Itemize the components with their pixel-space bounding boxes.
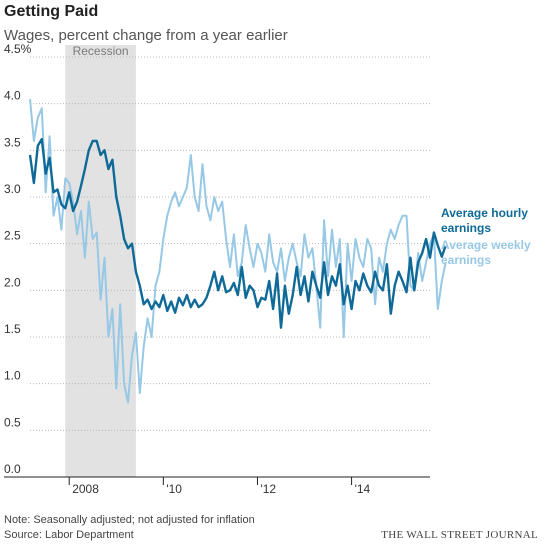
y-tick-label: 3.5 bbox=[4, 135, 21, 149]
recession-label: Recession bbox=[73, 44, 129, 58]
y-tick-label: 1.5 bbox=[4, 322, 21, 336]
y-tick-label: 0.5 bbox=[4, 415, 21, 429]
y-tick-label: 4.0 bbox=[4, 89, 21, 103]
y-tick-label: 4.5% bbox=[4, 42, 32, 56]
y-tick-label: 2.5 bbox=[4, 229, 21, 243]
legend-hourly: Average hourly earnings bbox=[441, 206, 528, 235]
y-tick-label: 3.0 bbox=[4, 182, 21, 196]
footer-note: Note: Seasonally adjusted; not adjusted … bbox=[4, 514, 255, 526]
chart-subtitle: Wages, percent change from a year earlie… bbox=[4, 27, 288, 44]
y-tick-label: 1.0 bbox=[4, 369, 21, 383]
chart-title: Getting Paid bbox=[4, 3, 99, 20]
publisher-brand: THE WALL STREET JOURNAL bbox=[381, 529, 538, 541]
legend-weekly: Average weekly earnings bbox=[441, 238, 531, 267]
x-tick-label: 2008 bbox=[72, 482, 99, 496]
series-line-weekly bbox=[29, 98, 447, 404]
series-line-hourly bbox=[28, 137, 447, 329]
y-tick-label: 2.0 bbox=[4, 275, 21, 289]
recession-band bbox=[65, 45, 136, 477]
x-tick-label: '14 bbox=[355, 482, 371, 496]
x-tick-label: '10 bbox=[166, 482, 182, 496]
y-tick-label: 0.0 bbox=[4, 462, 21, 476]
footer-source: Source: Labor Department bbox=[4, 529, 134, 541]
x-tick-label: '12 bbox=[260, 482, 276, 496]
